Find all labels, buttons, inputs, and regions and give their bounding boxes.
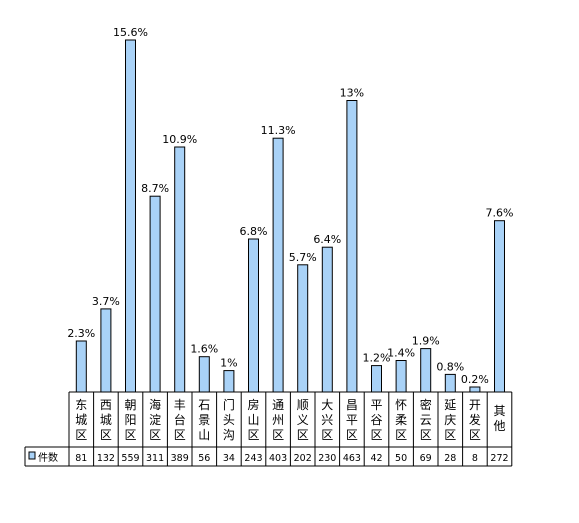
bar-通州区 xyxy=(272,137,284,393)
count-label: 28 xyxy=(444,453,456,464)
percent-label: 6.4% xyxy=(313,233,341,246)
bar-怀柔区 xyxy=(395,360,407,393)
percent-label: 0.8% xyxy=(436,360,464,373)
category-label: 顺义区 xyxy=(297,398,309,442)
count-label: 69 xyxy=(420,453,432,464)
percent-label: 1.6% xyxy=(190,343,218,356)
count-label: 311 xyxy=(146,453,164,464)
percent-labels-group: 2.3% 3.7% 15.6% 8.7% 10.9% 1.6%1% 6.8% 11.3% 5.7… xyxy=(67,26,513,386)
category-label: 石景山 xyxy=(198,398,210,442)
legend: 件数 xyxy=(28,451,58,464)
count-label: 272 xyxy=(490,453,508,464)
percent-label: 10.9% xyxy=(162,133,197,146)
category-label: 西城区 xyxy=(100,398,112,442)
category-label: 东城区 xyxy=(75,398,87,442)
count-label: 50 xyxy=(395,453,407,464)
bar-丰台区 xyxy=(174,146,186,393)
count-label: 42 xyxy=(370,453,382,464)
category-label: 昌平区 xyxy=(346,398,358,442)
count-label: 463 xyxy=(343,453,361,464)
count-label: 34 xyxy=(223,453,235,464)
bar-房山区 xyxy=(248,238,259,393)
percent-label: 1% xyxy=(220,357,237,370)
count-labels-group: 81 132 559 311 389 56 34 243 403 202 230 463 42 50 69 2… xyxy=(75,453,508,464)
legend-label: 件数 xyxy=(38,451,58,464)
percent-label: 0.2% xyxy=(461,373,489,386)
category-label: 大兴区 xyxy=(321,398,333,442)
bar-东城区 xyxy=(75,340,87,393)
percent-label: 1.2% xyxy=(363,352,391,365)
bar-密云区 xyxy=(420,348,432,393)
bar-顺义区 xyxy=(297,264,309,393)
percent-label: 2.3% xyxy=(67,327,95,340)
count-label: 559 xyxy=(121,453,139,464)
bar-门头沟 xyxy=(223,370,235,393)
bar-西城区 xyxy=(100,308,112,393)
category-label: 开发区 xyxy=(469,398,481,442)
percent-label: 8.7% xyxy=(141,182,169,195)
count-label: 202 xyxy=(294,453,312,464)
bar-延庆区 xyxy=(444,373,456,393)
percent-label: 1.4% xyxy=(387,347,415,360)
percent-label: 6.8% xyxy=(240,225,268,238)
percent-label: 5.7% xyxy=(289,251,317,264)
category-label: 房山区 xyxy=(247,397,259,442)
bar-其他 xyxy=(494,220,505,393)
bar-开发区 xyxy=(469,386,481,393)
bar-海淀区 xyxy=(149,195,161,393)
percent-label: 15.6% xyxy=(113,26,148,39)
count-label: 403 xyxy=(269,453,287,464)
count-label: 243 xyxy=(244,453,262,464)
bar-昌平区 xyxy=(346,100,358,393)
category-label: 海淀区 xyxy=(149,397,161,442)
percent-label: 3.7% xyxy=(92,295,120,308)
bar-朝阳区 xyxy=(125,39,136,393)
category-label: 丰台区 xyxy=(174,398,186,442)
percent-label: 1.9% xyxy=(412,335,440,348)
category-label: 通州区 xyxy=(272,398,284,442)
count-label: 56 xyxy=(198,453,210,464)
count-label: 132 xyxy=(97,453,115,464)
legend-swatch xyxy=(28,451,36,460)
percent-label: 7.6% xyxy=(486,207,514,220)
category-label: 延庆区 xyxy=(444,398,456,442)
count-label: 230 xyxy=(318,453,336,464)
count-label: 81 xyxy=(75,453,87,464)
category-label: 密云区 xyxy=(420,397,432,442)
category-label: 朝阳区 xyxy=(124,398,136,442)
bar-大兴区 xyxy=(321,246,333,393)
bar-石景山 xyxy=(198,356,210,393)
count-label: 389 xyxy=(171,453,189,464)
category-label: 门头沟 xyxy=(223,397,235,442)
category-label: 其他 xyxy=(493,404,505,433)
table-grid xyxy=(24,391,513,467)
percent-label: 13% xyxy=(340,87,364,100)
bar-平谷区 xyxy=(371,365,382,393)
bars-group xyxy=(75,39,505,393)
category-label: 怀柔区 xyxy=(395,398,407,442)
percent-label: 11.3% xyxy=(261,124,296,137)
category-label: 平谷区 xyxy=(370,398,382,442)
count-label: 8 xyxy=(472,453,478,464)
